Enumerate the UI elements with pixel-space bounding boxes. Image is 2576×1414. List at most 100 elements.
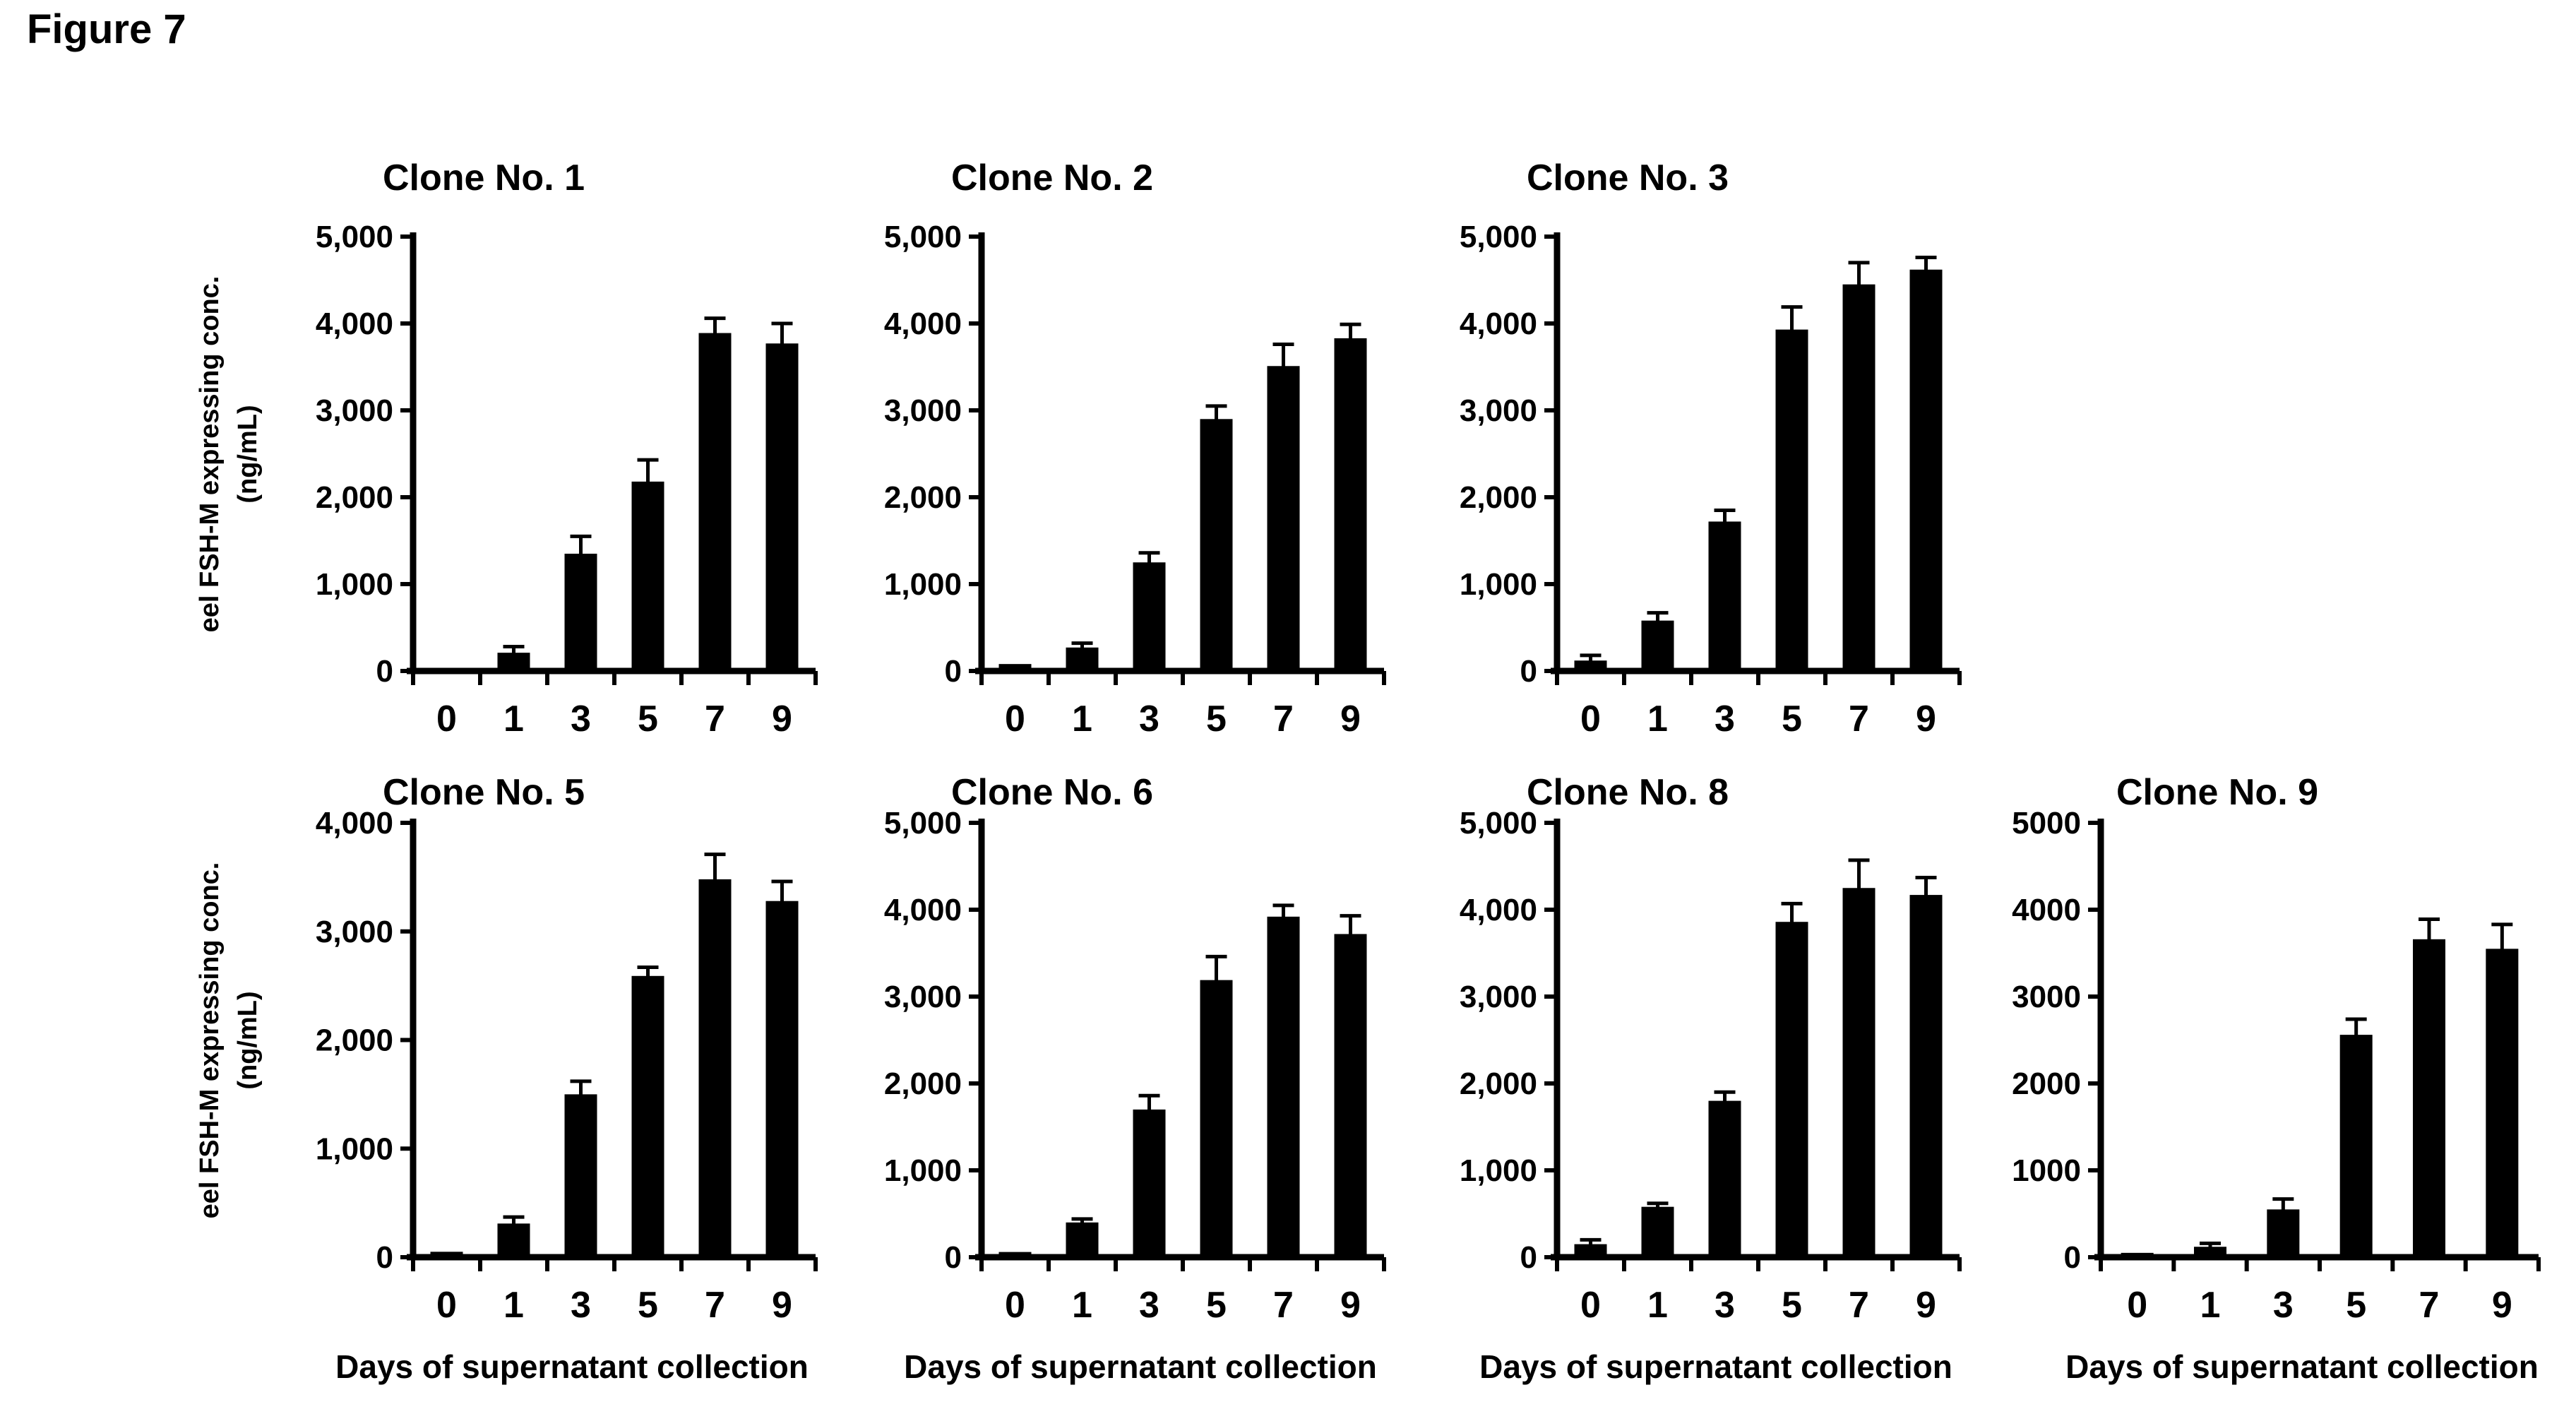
- x-tick-label: 3: [1139, 699, 1159, 739]
- x-tick-label: 7: [2419, 1285, 2440, 1326]
- bar: [1775, 922, 1808, 1257]
- x-tick-label: 7: [705, 1285, 725, 1326]
- bar: [1708, 1100, 1741, 1257]
- x-tick-label: 7: [705, 699, 725, 739]
- x-tick-label: 9: [1340, 699, 1361, 739]
- chart-plot-clone-no-3: 0 1,000 2,000 3,000 4,000 5,000 0 1 3 5 7 9: [1460, 220, 1962, 739]
- bar: [1909, 895, 1943, 1257]
- y-tick-label: 2000: [2012, 1067, 2081, 1101]
- y-tick-label: 3000: [2012, 980, 2081, 1014]
- x-tick-label: 0: [1005, 1285, 1025, 1326]
- y-tick-label: 3,000: [316, 915, 393, 949]
- bar: [998, 1252, 1032, 1257]
- bar: [1267, 366, 1300, 671]
- x-tick-label: 0: [436, 1285, 457, 1326]
- x-tick-label: 0: [436, 699, 457, 739]
- figure-label: Figure 7: [27, 6, 186, 52]
- x-tick-label: 3: [571, 699, 591, 739]
- y-tick-label: 5,000: [316, 220, 393, 254]
- chart-title: Clone No. 8: [1526, 772, 1729, 813]
- bar: [698, 879, 732, 1257]
- x-tick-label: 0: [1580, 699, 1601, 739]
- y-tick-label: 1,000: [316, 567, 393, 602]
- y-tick-label: 4,000: [1460, 307, 1537, 341]
- x-tick-label: 1: [1072, 1285, 1092, 1326]
- x-tick-label: 9: [772, 699, 792, 739]
- y-tick-label: 5000: [2012, 806, 2081, 840]
- chart-plot-clone-no-6: 0 1,000 2,000 3,000 4,000 5,000 0 1 3 5 7 9: [884, 806, 1386, 1326]
- x-tick-label: 3: [1715, 1285, 1735, 1326]
- bar: [1200, 419, 1233, 671]
- y-axis-label: eel FSH-M expressing conc. (ng/mL): [191, 793, 268, 1288]
- y-tick-label: 4,000: [884, 307, 962, 341]
- x-tick-label: 7: [1849, 1285, 1869, 1326]
- bar: [2413, 939, 2445, 1257]
- x-tick-label: 7: [1849, 699, 1869, 739]
- bar: [631, 481, 664, 671]
- x-axis-label: Days of supernatant collection: [1479, 1348, 1952, 1385]
- x-tick-label: 5: [638, 699, 658, 739]
- x-tick-label: 7: [1273, 1285, 1294, 1326]
- x-tick-label: 7: [1273, 699, 1294, 739]
- bar: [1334, 338, 1367, 671]
- y-tick-label: 1,000: [884, 567, 962, 602]
- x-tick-label: 5: [638, 1285, 658, 1326]
- bar: [998, 664, 1032, 671]
- bar: [2339, 1035, 2373, 1257]
- x-tick-label: 3: [1715, 699, 1735, 739]
- x-tick-label: 0: [1005, 699, 1025, 739]
- y-axis-label-line2: (ng/mL): [233, 990, 263, 1090]
- bar: [564, 1094, 597, 1257]
- x-tick-label: 9: [2492, 1285, 2512, 1326]
- bar: [765, 901, 799, 1257]
- chart-title: Clone No. 2: [950, 158, 1154, 198]
- y-tick-label: 3,000: [884, 393, 962, 428]
- y-tick-label: 2,000: [1460, 1067, 1537, 1101]
- y-tick-label: 1,000: [1460, 567, 1537, 602]
- y-tick-label: 4000: [2012, 893, 2081, 927]
- y-tick-label: 0: [376, 1240, 393, 1275]
- y-tick-label: 0: [945, 654, 962, 689]
- x-tick-label: 5: [1206, 1285, 1227, 1326]
- y-tick-label: 1,000: [1460, 1153, 1537, 1188]
- bar: [564, 553, 597, 671]
- chart-title: Clone No. 5: [382, 772, 585, 813]
- bar: [631, 975, 664, 1257]
- x-tick-label: 1: [1647, 1285, 1668, 1326]
- y-tick-label: 4,000: [884, 893, 962, 927]
- x-tick-label: 3: [571, 1285, 591, 1326]
- y-tick-label: 2,000: [316, 480, 393, 515]
- bar: [1708, 521, 1741, 671]
- bar: [1909, 269, 1943, 671]
- y-tick-label: 3,000: [1460, 393, 1537, 428]
- y-tick-label: 5,000: [884, 220, 962, 254]
- x-tick-label: 5: [1782, 699, 1802, 739]
- bar: [1775, 329, 1808, 671]
- bar: [1133, 1109, 1166, 1257]
- x-tick-label: 0: [2127, 1285, 2147, 1326]
- y-tick-label: 2,000: [316, 1023, 393, 1058]
- chart-plot-clone-no-1: 0 1,000 2,000 3,000 4,000 5,000 0 1 3 5 7 9: [316, 220, 818, 739]
- x-axis-label: Days of supernatant collection: [335, 1348, 809, 1385]
- y-tick-label: 0: [1520, 654, 1537, 689]
- chart-plot-clone-no-8: 0 1,000 2,000 3,000 4,000 5,000 0 1 3 5 7 9: [1460, 806, 1962, 1326]
- chart-title: Clone No. 9: [2116, 772, 2319, 813]
- bar: [765, 343, 799, 671]
- bar: [430, 668, 463, 671]
- x-tick-label: 9: [772, 1285, 792, 1326]
- x-tick-label: 1: [1072, 699, 1092, 739]
- y-tick-label: 3,000: [316, 393, 393, 428]
- x-tick-label: 3: [1139, 1285, 1159, 1326]
- y-tick-label: 2,000: [884, 1067, 962, 1101]
- bar: [1842, 888, 1876, 1257]
- bar: [698, 333, 732, 671]
- y-tick-label: 3,000: [884, 980, 962, 1014]
- x-tick-label: 1: [2200, 1285, 2221, 1326]
- y-axis-label-line1: eel FSH-M expressing conc.: [195, 862, 225, 1218]
- y-tick-label: 5,000: [1460, 806, 1537, 840]
- y-tick-label: 2,000: [1460, 480, 1537, 515]
- y-axis-label-line1: eel FSH-M expressing conc.: [195, 275, 225, 632]
- bar: [1133, 562, 1166, 671]
- y-tick-label: 2,000: [884, 480, 962, 515]
